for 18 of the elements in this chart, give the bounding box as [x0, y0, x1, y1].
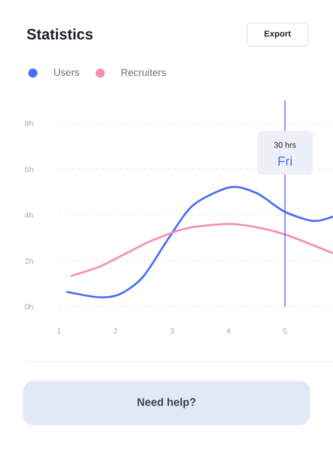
- x-tick-label: 2: [114, 328, 118, 334]
- annotation: 30 hrs: [274, 142, 296, 148]
- y-tick-label: 6h: [24, 166, 33, 172]
- y-tick-label: 8h: [24, 120, 33, 126]
- x-tick-label: 4: [226, 328, 230, 334]
- legend-label: Users: [54, 68, 80, 76]
- text: Export: [264, 30, 291, 38]
- x-tick-label: 5: [283, 328, 287, 334]
- y-tick-label: 2h: [24, 258, 33, 264]
- chart-title: Statistics: [26, 28, 93, 40]
- line-series: [70, 222, 333, 277]
- annotation: Fri: [278, 156, 292, 166]
- x-tick-label: 1: [57, 328, 61, 334]
- y-tick-label: 4h: [24, 212, 33, 218]
- x-tick-label: 3: [170, 328, 174, 334]
- y-tick-label: 0h: [24, 304, 33, 310]
- legend-label: Recruiters: [122, 68, 166, 76]
- text: Need help?: [138, 398, 196, 408]
